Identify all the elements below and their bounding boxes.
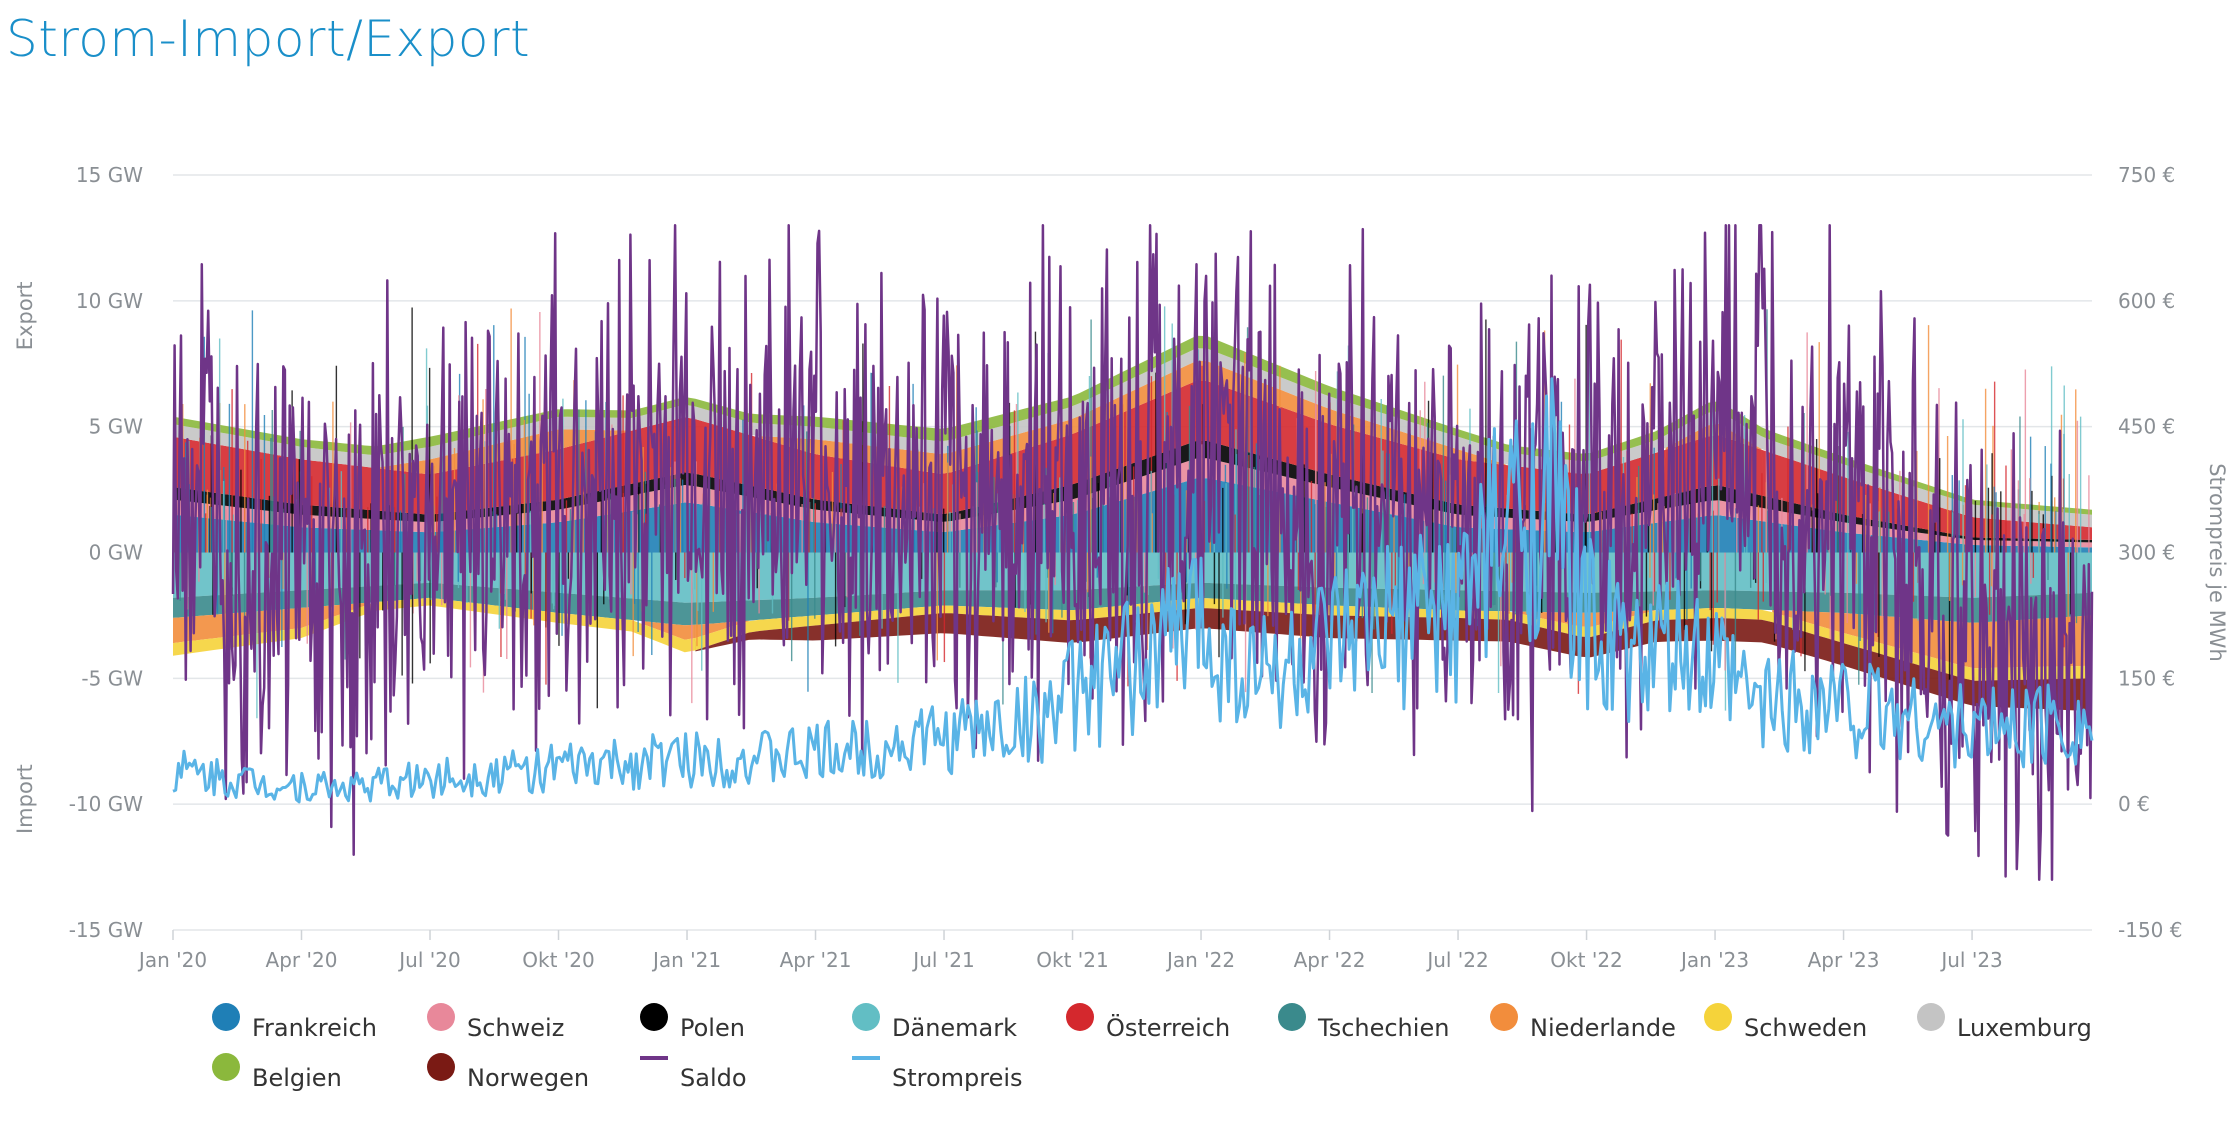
series-lines [171,224,2094,881]
x-tick-label: Apr '20 [266,948,338,972]
x-tick-label: Jan '23 [1679,948,1749,972]
legend-item-tschechien[interactable]: Tschechien [1278,992,1449,1042]
left-tick-label: -15 GW [69,918,144,942]
x-tick-label: Okt '21 [1036,948,1108,972]
legend-item-norwegen[interactable]: Norwegen [427,1042,589,1092]
axes: 15 GW 10 GW 5 GW 0 GW -5 GW -10 GW -15 GW 750 €… [13,163,2229,972]
legend-swatch-dot [212,1053,240,1081]
legend-item-österreich[interactable]: Österreich [1066,992,1230,1042]
left-tick-label: 0 GW [89,541,144,565]
legend-swatch-dot [212,1003,240,1031]
left-axis-label-export: Export [13,281,37,350]
left-tick-label: -10 GW [69,792,144,816]
x-tick-label: Jan '21 [651,948,721,972]
legend-item-schweden[interactable]: Schweden [1704,992,1867,1042]
x-tick-label: Jan '20 [137,948,207,972]
legend-item-saldo[interactable]: Saldo [640,1042,747,1092]
x-tick-label: Jan '22 [1165,948,1235,972]
left-tick-label: -5 GW [81,666,143,690]
right-tick-label: 150 € [2118,666,2175,690]
legend-label: Tschechien [1318,1014,1450,1042]
saldo-line [171,224,2094,881]
legend-swatch-dot [1704,1003,1732,1031]
area-luxemburg [173,348,2092,528]
legend-item-luxemburg[interactable]: Luxemburg [1917,992,2092,1042]
x-tick-label: Okt '22 [1550,948,1622,972]
chart-title: Strom-Import/Export [6,10,531,68]
left-tick-label: 5 GW [89,415,144,439]
x-tick-label: Jul '21 [911,948,974,972]
legend-label: Belgien [252,1064,342,1092]
x-tick-label: Apr '21 [780,948,852,972]
legend-item-strompreis[interactable]: Strompreis [852,1042,1023,1092]
legend-item-frankreich[interactable]: Frankreich [212,992,377,1042]
left-axis-label-import: Import [13,764,37,834]
legend-swatch-dot [1917,1003,1945,1031]
legend-swatch-dot [1490,1003,1518,1031]
area-schweiz [173,458,2092,548]
left-tick-label: 15 GW [76,163,143,187]
legend-label: Saldo [680,1064,747,1092]
legend-item-schweiz[interactable]: Schweiz [427,992,564,1042]
legend-label: Frankreich [252,1014,377,1042]
legend-item-belgien[interactable]: Belgien [212,1042,342,1092]
right-axis-label: Strompreis je MWh [2205,463,2229,662]
right-tick-label: 600 € [2118,289,2175,313]
x-tick-label: Apr '22 [1294,948,1366,972]
legend-label: Norwegen [467,1064,590,1092]
x-tick-label: Jul '23 [1939,948,2002,972]
legend-label: Polen [680,1014,745,1042]
legend-swatch-dot [1278,1003,1306,1031]
right-tick-label: 750 € [2118,163,2175,187]
legend-label: Strompreis [892,1064,1023,1092]
strompreis-line [172,377,2094,804]
legend-swatch-dot [640,1003,668,1031]
x-tick-label: Jul '22 [1425,948,1488,972]
legend-swatch-dot [427,1053,455,1081]
legend-label: Dänemark [892,1014,1018,1042]
legend-swatch-dot [427,1003,455,1031]
legend-label: Österreich [1106,1014,1231,1042]
legend-item-niederlande[interactable]: Niederlande [1490,992,1676,1042]
legend-item-dänemark[interactable]: Dänemark [852,992,1017,1042]
left-tick-label: 10 GW [76,289,143,313]
right-tick-label: 300 € [2118,541,2175,565]
area-belgien [173,335,2092,515]
legend-swatch-dot [852,1003,880,1031]
legend-label: Schweden [1744,1014,1868,1042]
legend-label: Niederlande [1530,1014,1676,1042]
legend-swatch-dot [1066,1003,1094,1031]
x-tick-label: Okt '20 [522,948,594,972]
legend-label: Luxemburg [1957,1014,2092,1042]
legend-item-polen[interactable]: Polen [640,992,745,1042]
right-tick-label: -150 € [2118,918,2182,942]
legend-label: Schweiz [467,1014,565,1042]
x-tick-label: Jul '20 [397,948,460,972]
legend-swatch-line [640,1056,668,1060]
legend-swatch-line [852,1056,880,1060]
right-tick-label: 450 € [2118,415,2175,439]
right-tick-label: 0 € [2118,792,2150,816]
x-tick-label: Apr '23 [1808,948,1880,972]
